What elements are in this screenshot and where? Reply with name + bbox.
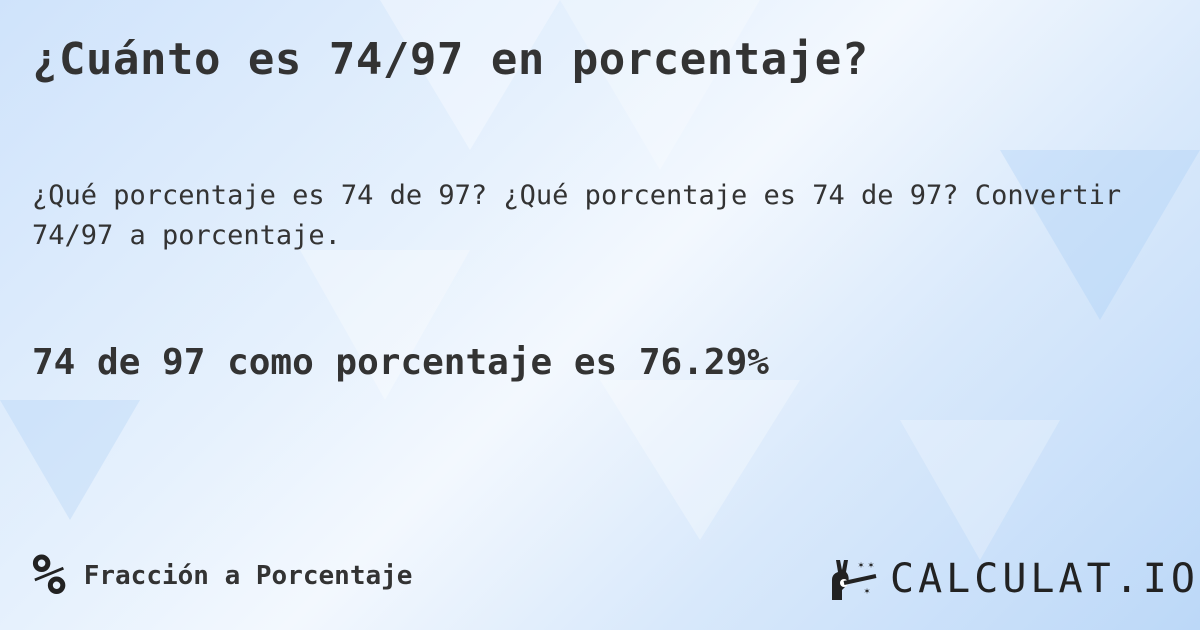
percent-icon: % [32, 543, 66, 608]
answer-text: 74 de 97 como porcentaje es 76.29% [32, 342, 769, 383]
svg-text:✶: ✶ [858, 560, 864, 571]
page-title: ¿Cuánto es 74/97 en porcentaje? [32, 34, 869, 85]
subtitle: ¿Qué porcentaje es 74 de 97? ¿Qué porcen… [32, 180, 1122, 251]
logo-text: CALCULAT.IO [890, 556, 1199, 602]
svg-text:✶: ✶ [864, 586, 870, 597]
svg-text:✶: ✶ [868, 560, 874, 571]
category-footer: % Fracción a Porcentaje [32, 548, 412, 604]
logo[interactable]: ✶ ✶ ✶ CALCULAT.IO [828, 556, 1199, 602]
magic-hand-wand-icon: ✶ ✶ ✶ [832, 560, 877, 600]
category-label[interactable]: Fracción a Porcentaje [83, 561, 413, 591]
